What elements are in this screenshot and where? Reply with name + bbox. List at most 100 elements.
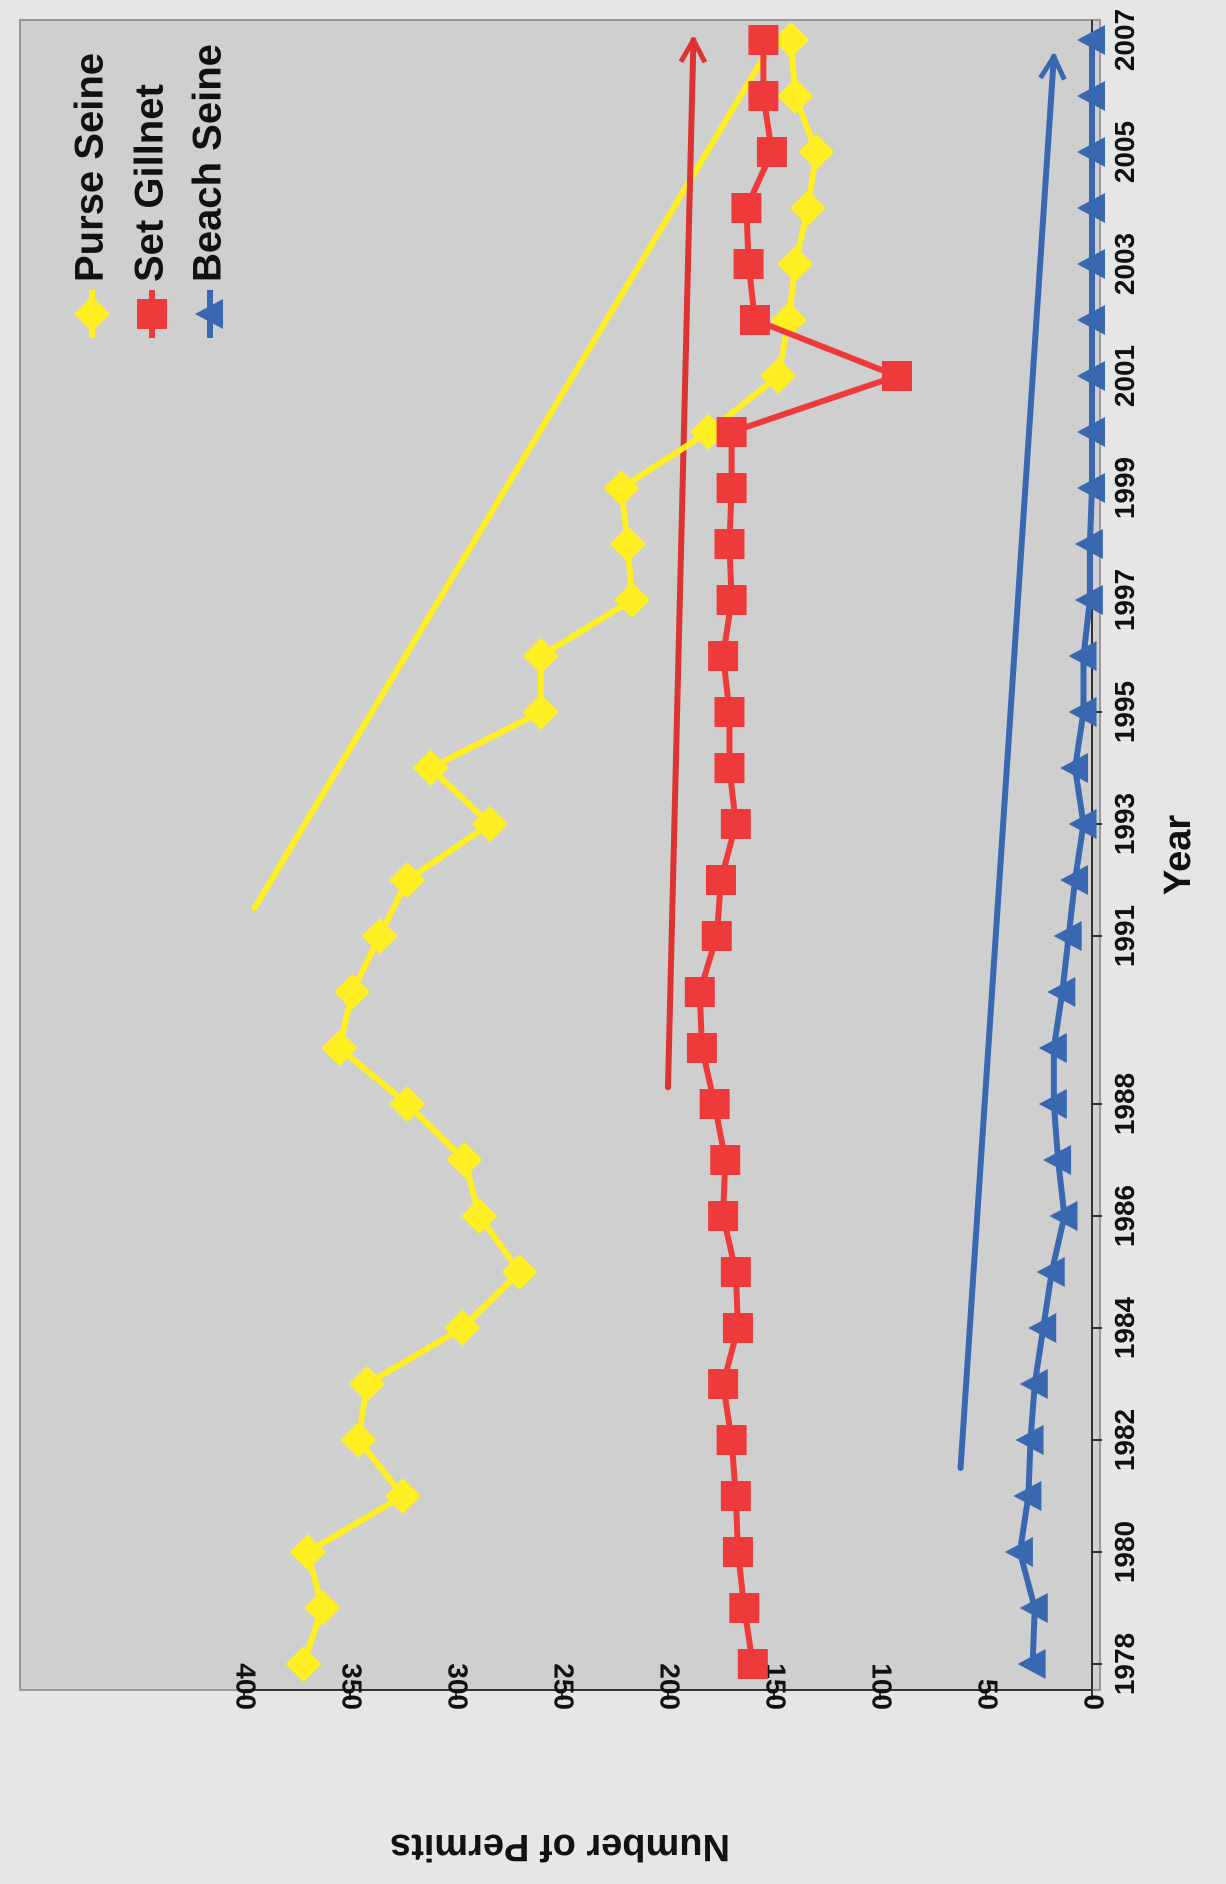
beach-seine-point (1038, 1033, 1067, 1063)
purse-seine-point (603, 470, 640, 506)
purse-seine-point (340, 1422, 377, 1458)
beach-seine-point (1060, 865, 1089, 895)
set-gillnet-point (722, 1537, 753, 1567)
year-tick-label: 1980 (1109, 1521, 1140, 1583)
series-group (285, 22, 1105, 1682)
year-tick-label: 2001 (1109, 345, 1140, 407)
year-tick-label: 1999 (1109, 457, 1140, 519)
beach-seine-point (1077, 137, 1105, 167)
beach-seine-point (1077, 193, 1105, 223)
set-gillnet-point (716, 585, 747, 615)
year-tick-label: 2005 (1109, 121, 1140, 183)
set-gillnet-point (708, 641, 739, 671)
beach-seine-point (1043, 1145, 1072, 1175)
purse-seine-point (777, 78, 814, 114)
year-tick-label: 1986 (1109, 1185, 1140, 1247)
set-gillnet-point (714, 529, 745, 559)
set-gillnet-point (731, 193, 762, 223)
set-gillnet-point (708, 1201, 739, 1231)
purse-seine-point (522, 638, 559, 674)
purse-seine-point (389, 1086, 426, 1122)
purse-seine-point (446, 1142, 483, 1178)
beach-seine-point (1053, 921, 1082, 951)
purse-seine-point (385, 1478, 421, 1514)
beach-seine-point (1019, 1593, 1048, 1623)
set-gillnet-point (733, 249, 764, 279)
trend-lines-group (251, 37, 1067, 1471)
set-gillnet-point (708, 1369, 739, 1399)
purse-seine-point (334, 974, 371, 1010)
value-tick-label: 300 (443, 1663, 474, 1710)
beach-seine-point (1077, 361, 1105, 391)
set-gillnet-point (706, 865, 736, 895)
beach-seine-point (1013, 1481, 1042, 1511)
beach-seine-point (1077, 249, 1105, 279)
set-gillnet-point (710, 1145, 741, 1175)
beach-seine-point (1049, 1201, 1078, 1231)
set-gillnet-point (756, 137, 787, 167)
value-tick-label: 400 (231, 1663, 262, 1710)
x-axis-title: Year (1157, 815, 1199, 896)
purse-seine-point (412, 750, 449, 786)
value-tick-label: 250 (549, 1663, 580, 1710)
purse-seine-point (609, 526, 646, 562)
set-gillnet-point (748, 25, 779, 55)
purse-seine-point (613, 582, 650, 618)
beach-seine-point (1047, 977, 1076, 1007)
trend-arrowhead (678, 37, 708, 64)
year-tick-label: 1982 (1109, 1409, 1140, 1471)
value-tick-label: 350 (337, 1663, 368, 1710)
purse-seine-point (772, 22, 809, 58)
purse-seine-point (289, 1534, 326, 1570)
set-gillnet-point (737, 1649, 768, 1679)
set-gillnet-point (699, 1089, 730, 1119)
legend-swatch-marker (195, 299, 223, 329)
set-gillnet-point (714, 697, 745, 727)
beach-seine-point (1068, 641, 1097, 671)
purse-seine-point (777, 246, 814, 282)
purse-seine-point (760, 358, 797, 394)
beach-seine-point (1060, 753, 1089, 783)
year-tick-label: 2003 (1109, 233, 1140, 295)
year-tick-label: 1997 (1109, 569, 1140, 631)
legend-label: Set Gillnet (128, 84, 172, 282)
beach-seine-point (1068, 697, 1097, 727)
legend-label: Purse Seine (68, 53, 112, 282)
year-tick-label: 1993 (1109, 793, 1140, 855)
purse-seine-point (444, 1310, 481, 1346)
year-tick-label: 1984 (1109, 1296, 1140, 1359)
set-gillnet-point (720, 809, 751, 839)
set-gillnet-point (716, 1425, 747, 1455)
purse-seine-point (471, 806, 508, 842)
purse-seine-point (321, 1030, 358, 1066)
set-gillnet-point (729, 1593, 760, 1623)
beach-seine-point (1077, 305, 1105, 335)
legend-swatch-marker (137, 299, 167, 329)
beach-seine-point (1028, 1313, 1057, 1343)
beach-seine-point (1077, 25, 1105, 55)
year-tick-label: 1995 (1109, 681, 1140, 743)
purse-seine-point (361, 918, 398, 954)
series-purse-seine (285, 22, 835, 1682)
legend-swatch-marker (74, 296, 110, 332)
purse-seine-point (304, 1590, 341, 1626)
beach-seine-point (1015, 1425, 1044, 1455)
set-gillnet-point (720, 1481, 751, 1511)
purse-seine-point (389, 862, 426, 898)
purse-seine-point (501, 1254, 538, 1290)
set-gillnet-point (722, 1313, 753, 1343)
value-tick-label: 200 (655, 1663, 686, 1710)
set-gillnet-point (720, 1257, 751, 1287)
purse-seine-point (461, 1198, 498, 1234)
set-gillnet-point (684, 977, 715, 1007)
legend-item-purse-seine: Purse Seine (68, 53, 112, 338)
set-gillnet-point (748, 81, 779, 111)
beach-seine-point (1068, 809, 1097, 839)
set-gillnet-point (714, 753, 745, 783)
set-gillnet-point (716, 417, 747, 447)
beach-seine-point (1074, 529, 1103, 559)
legend: Purse Seine Set Gillnet Beach Seine (68, 44, 230, 338)
year-tick-label: 1978 (1109, 1633, 1140, 1695)
